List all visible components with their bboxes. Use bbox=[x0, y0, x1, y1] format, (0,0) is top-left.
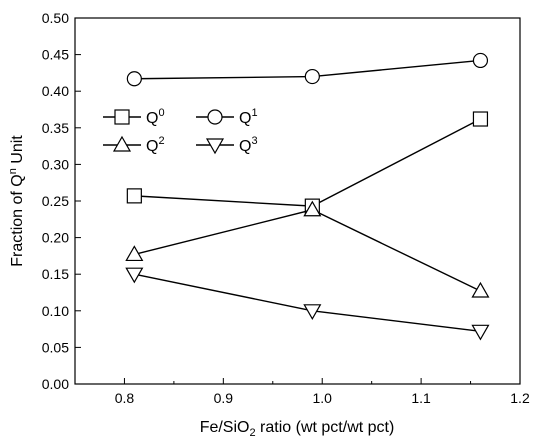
data-point bbox=[304, 68, 320, 85]
y-tick-label: 0.00 bbox=[42, 376, 69, 392]
x-tick-label: 0.8 bbox=[115, 390, 135, 406]
y-tick-label: 0.25 bbox=[42, 193, 69, 209]
data-point bbox=[126, 188, 142, 204]
y-tick-label: 0.40 bbox=[42, 83, 69, 99]
series-q2 bbox=[125, 200, 490, 298]
data-point bbox=[126, 71, 142, 87]
legend-entry-q1: Q1 bbox=[196, 107, 258, 127]
series-line bbox=[134, 209, 481, 292]
legend-label: Q3 bbox=[239, 135, 258, 155]
y-tick-label: 0.30 bbox=[42, 156, 69, 172]
y-tick-label: 0.35 bbox=[42, 120, 69, 136]
x-axis-title: Fe/SiO2 ratio (wt pct/wt pct) bbox=[200, 419, 395, 439]
ticks-layer: 0.8 0.9 1.0 1.1 1.2 0.00 0.05 0.10 0.15 0.20 0.25 0… bbox=[42, 10, 530, 406]
legend: Q0 Q1 Q2 Q3 bbox=[103, 107, 258, 155]
legend-entry-q0: Q0 bbox=[103, 107, 165, 127]
x-tick-label: 1.0 bbox=[312, 390, 332, 406]
series-line bbox=[134, 273, 481, 332]
legend-entry-q3: Q3 bbox=[196, 135, 258, 155]
legend-label: Q1 bbox=[239, 107, 258, 127]
y-tick-label: 0.45 bbox=[42, 47, 69, 63]
data-point bbox=[125, 267, 144, 284]
x-tick-label: 1.1 bbox=[411, 390, 431, 406]
series-line bbox=[134, 118, 481, 207]
data-point bbox=[303, 304, 322, 321]
legend-label: Q2 bbox=[146, 135, 165, 155]
legend-marker bbox=[207, 109, 223, 125]
x-tick-label: 1.2 bbox=[510, 390, 530, 406]
legend-marker bbox=[112, 135, 132, 152]
data-point bbox=[303, 200, 322, 217]
data-point bbox=[472, 52, 489, 69]
data-point bbox=[125, 245, 144, 262]
legend-label: Q0 bbox=[146, 107, 165, 127]
series-q1 bbox=[126, 52, 489, 87]
y-tick-label: 0.50 bbox=[42, 10, 69, 26]
y-tick-label: 0.15 bbox=[42, 266, 69, 282]
x-tick-label: 0.9 bbox=[214, 390, 234, 406]
series-layer bbox=[125, 52, 490, 341]
series-q3 bbox=[125, 267, 490, 341]
y-axis-title: Fraction of Qn Unit bbox=[7, 135, 26, 267]
data-point bbox=[472, 111, 489, 127]
data-point bbox=[471, 281, 490, 298]
series-q0 bbox=[126, 111, 489, 214]
y-tick-label: 0.10 bbox=[42, 303, 69, 319]
y-tick-label: 0.20 bbox=[42, 230, 69, 246]
y-tick-label: 0.05 bbox=[42, 339, 69, 355]
legend-entry-q2: Q2 bbox=[103, 135, 165, 155]
data-point bbox=[471, 324, 490, 341]
legend-marker bbox=[114, 109, 130, 125]
legend-marker bbox=[205, 138, 225, 155]
